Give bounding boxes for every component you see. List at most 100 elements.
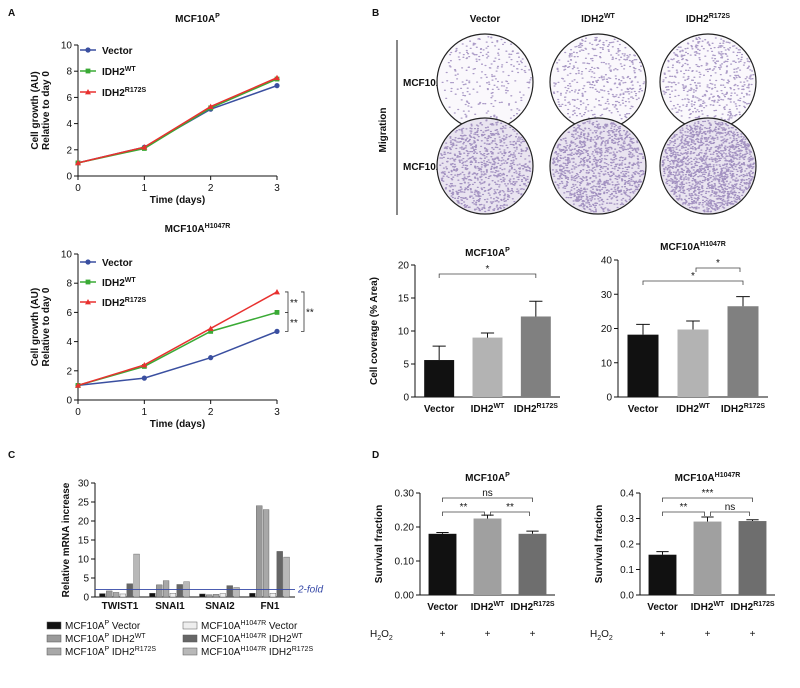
treatment-mark: + bbox=[440, 629, 446, 640]
error-bar bbox=[526, 530, 539, 534]
text-part: IDH2 bbox=[102, 67, 125, 78]
text-part: WT bbox=[604, 13, 616, 20]
legend-label: MCF10AP IDH2WT bbox=[65, 633, 146, 645]
cells bbox=[552, 36, 646, 128]
sig-bracket bbox=[642, 280, 744, 285]
y-tick-label: 0 bbox=[66, 396, 72, 407]
marker bbox=[274, 288, 280, 295]
text-part: IDH2 bbox=[676, 404, 699, 415]
text-part: R172S bbox=[533, 601, 555, 608]
y-tick-label: 0.00 bbox=[395, 591, 415, 602]
x-tick-label: 1 bbox=[142, 183, 148, 194]
bar bbox=[276, 551, 283, 598]
y-tick-label: 5 bbox=[83, 574, 89, 585]
text-part: IDH2 bbox=[581, 14, 604, 25]
row-label: H2O2 bbox=[590, 629, 613, 642]
y-tick-label: 0.1 bbox=[620, 565, 634, 576]
sig-bracket bbox=[301, 291, 305, 332]
y-axis-label: Survival fraction bbox=[374, 505, 385, 583]
text-part: IDH2 bbox=[721, 404, 744, 415]
y-tick-label: 25 bbox=[78, 498, 90, 509]
text-part: P bbox=[505, 472, 510, 479]
treatment-mark: + bbox=[705, 629, 711, 640]
legend-label: IDH2R172S bbox=[102, 87, 147, 99]
cells bbox=[661, 120, 756, 213]
x-axis-label: Time (days) bbox=[150, 419, 205, 430]
legend-swatch bbox=[182, 647, 198, 656]
text-part: P bbox=[215, 13, 220, 20]
marker bbox=[274, 328, 280, 334]
text-part: H1047R bbox=[715, 472, 741, 479]
sig-label: ** bbox=[290, 318, 298, 329]
x-tick-label: IDH2WT bbox=[471, 403, 505, 415]
chart-title: MCF10AH1047R bbox=[165, 223, 231, 235]
cells bbox=[662, 36, 755, 128]
y-tick-label: 6 bbox=[66, 308, 72, 319]
legend-label: IDH2R172S bbox=[102, 297, 147, 309]
error-bar bbox=[686, 320, 700, 330]
y-axis-label: Cell growth (AU) bbox=[30, 288, 41, 366]
text-part: IDH2 bbox=[102, 298, 125, 309]
y-axis-label: Relative to day 0 bbox=[41, 71, 52, 150]
sig-bracket bbox=[490, 511, 530, 516]
text-part: P bbox=[104, 646, 109, 653]
y-tick-label: 0 bbox=[66, 172, 72, 183]
text-part: IDH2 bbox=[510, 602, 533, 613]
marker bbox=[85, 279, 91, 285]
text-part: H1047R bbox=[240, 646, 266, 653]
marker bbox=[75, 159, 81, 166]
marker bbox=[141, 144, 148, 150]
text-part: Vector bbox=[266, 621, 298, 632]
sig-bracket bbox=[285, 291, 289, 313]
text-part: IDH2 bbox=[102, 278, 125, 289]
text-part: R172S bbox=[744, 403, 766, 410]
y-tick-label: 10 bbox=[61, 41, 73, 52]
y-tick-label: 0 bbox=[606, 393, 612, 404]
bar bbox=[472, 337, 503, 397]
y-axis-label: Relative mRNA increase bbox=[61, 482, 72, 597]
text-part: P bbox=[104, 633, 109, 640]
sig-label: ** bbox=[290, 298, 298, 309]
error-bar bbox=[736, 296, 750, 307]
treatment-mark: + bbox=[530, 629, 536, 640]
error-bar bbox=[636, 323, 650, 335]
error-bar bbox=[480, 332, 495, 338]
text-part: H bbox=[590, 629, 597, 640]
chart-title: MCF10AH1047R bbox=[660, 241, 726, 253]
text-part: IDH2 bbox=[471, 602, 494, 613]
sig-label: ** bbox=[306, 308, 314, 319]
text-part: R172S bbox=[753, 601, 775, 608]
marker bbox=[85, 89, 91, 95]
text-part: WT bbox=[125, 66, 137, 73]
marker bbox=[207, 103, 214, 109]
sig-bracket bbox=[695, 267, 741, 272]
column-label: Vector bbox=[470, 14, 501, 25]
text-part: WT bbox=[493, 601, 505, 608]
y-tick-label: 0 bbox=[83, 593, 89, 604]
treatment-mark: + bbox=[750, 629, 756, 640]
marker bbox=[85, 299, 91, 305]
bar bbox=[627, 334, 659, 397]
bar bbox=[473, 518, 502, 595]
panel-letter: D bbox=[372, 450, 379, 461]
x-tick-label: IDH2WT bbox=[676, 403, 710, 415]
bar bbox=[99, 593, 106, 598]
bar bbox=[256, 505, 263, 598]
text-part: MCF10A bbox=[201, 634, 241, 645]
treatment-mark: + bbox=[485, 629, 491, 640]
x-tick-label: Vector bbox=[647, 602, 678, 613]
series-line bbox=[77, 291, 278, 387]
bar bbox=[226, 585, 233, 598]
text-part: WT bbox=[493, 403, 505, 410]
error-bar bbox=[701, 516, 714, 522]
marker bbox=[274, 83, 280, 89]
legend-swatch bbox=[182, 634, 198, 643]
x-tick-label: IDH2R172S bbox=[721, 403, 766, 415]
text-part: 2 bbox=[609, 635, 613, 642]
bar bbox=[738, 521, 767, 595]
marker bbox=[208, 328, 214, 334]
text-part: R172S bbox=[537, 403, 559, 410]
sig-bracket bbox=[442, 511, 485, 516]
bar bbox=[249, 593, 256, 598]
